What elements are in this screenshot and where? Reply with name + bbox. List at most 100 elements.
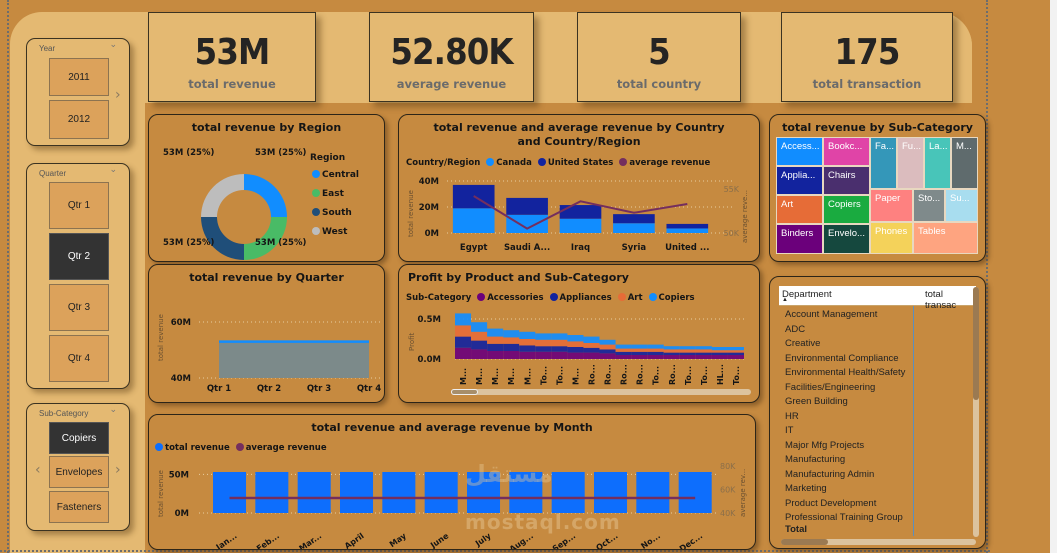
x-tick-label: M... <box>491 368 500 385</box>
legend-item-south[interactable]: South <box>312 208 352 218</box>
legend-item-appliances[interactable]: Appliances <box>547 293 612 303</box>
table-row[interactable]: Creative <box>785 338 821 349</box>
arrow-left-icon[interactable]: ‹ <box>35 462 41 478</box>
treemap-tile-copiers[interactable]: Copiers <box>823 195 870 224</box>
table-total-row: Total <box>785 524 807 535</box>
scrollbar-thumb[interactable] <box>451 389 478 395</box>
area-segment-accessories <box>679 355 696 359</box>
slicer-item-fasteners[interactable]: Fasteners <box>49 491 109 523</box>
scrollbar-thumb[interactable] <box>781 539 828 545</box>
chevron-down-icon[interactable]: ⌄ <box>109 165 117 175</box>
chevron-down-icon[interactable]: ⌄ <box>109 40 117 50</box>
legend-item-art[interactable]: Art <box>615 293 643 303</box>
x-tick-label: Ro... <box>636 364 645 385</box>
kpi-label: total revenue <box>188 77 276 91</box>
legend-item-average-revenue[interactable]: average revenue <box>233 443 327 453</box>
area-segment-appliances <box>599 349 616 354</box>
treemap-tile-la[interactable]: La... <box>924 137 951 189</box>
slicer-item-qtr2[interactable]: Qtr 2 <box>49 233 109 280</box>
horizontal-scrollbar[interactable] <box>781 539 976 545</box>
legend-item-west[interactable]: West <box>312 227 347 237</box>
x-tick-label: June <box>428 531 451 550</box>
kpi-total-revenue[interactable]: 53M total revenue <box>148 12 316 102</box>
legend-item-copiers[interactable]: Copiers <box>646 293 695 303</box>
legend-marker <box>617 293 626 301</box>
column-header-total-transaction[interactable]: total transac <box>925 289 957 311</box>
table-row[interactable]: Account Management <box>785 309 878 320</box>
legend-item-average-revenue[interactable]: average revenue <box>616 158 710 168</box>
treemap-tile-phones[interactable]: Phones <box>870 222 913 254</box>
slicer-item-copiers[interactable]: Copiers <box>49 422 109 454</box>
arrow-right-icon[interactable]: › <box>115 462 121 478</box>
x-tick-label: Iraq <box>571 243 590 253</box>
area-segment-accessories <box>599 353 616 359</box>
column-header-department[interactable]: Department <box>782 289 832 300</box>
kpi-average-revenue[interactable]: 52.80K average revenue <box>369 12 534 102</box>
chevron-down-icon[interactable]: ⌄ <box>109 405 117 415</box>
treemap-tile-binders[interactable]: Binders <box>776 224 823 254</box>
arrow-right-icon[interactable]: › <box>115 87 121 103</box>
area-segment-copiers <box>471 322 488 332</box>
y2-tick-label: 40K <box>720 509 736 518</box>
table-row[interactable]: Environmental Health/Safety <box>785 367 906 378</box>
table-row[interactable]: Manufacturing Admin <box>785 468 875 480</box>
table-row[interactable]: Major Mfg Projects <box>785 439 865 451</box>
legend-item-east[interactable]: East <box>312 189 344 199</box>
area-segment-accessories <box>567 352 584 359</box>
slicer-item-2011[interactable]: 2011 <box>49 58 109 96</box>
donut-slice-east <box>244 217 287 260</box>
y-tick-label: 0M <box>425 229 439 239</box>
x-tick-label: Mar... <box>297 531 323 550</box>
table-row[interactable]: Professional Training Group <box>785 512 903 523</box>
x-tick-label: Qtr 4 <box>357 384 381 394</box>
treemap-tile-bookc[interactable]: Bookc... <box>823 137 870 166</box>
scrollbar-thumb[interactable] <box>973 287 979 400</box>
vertical-scrollbar[interactable] <box>973 287 979 537</box>
slicer-item-qtr4[interactable]: Qtr 4 <box>49 335 109 382</box>
table-row[interactable]: Marketing <box>785 483 827 494</box>
slicer-item-qtr3[interactable]: Qtr 3 <box>49 284 109 331</box>
slicer-item-qtr1[interactable]: Qtr 1 <box>49 182 109 229</box>
legend-item-canada[interactable]: Canada <box>483 158 532 168</box>
treemap-tile-art[interactable]: Art <box>776 195 823 224</box>
slicer-item-envelopes[interactable]: Envelopes <box>49 456 109 488</box>
treemap-tile-envelo[interactable]: Envelo... <box>823 224 870 254</box>
treemap-tile-su[interactable]: Su... <box>945 189 978 222</box>
y-tick-label: 20M <box>419 203 439 213</box>
country-combo-chart: 0M 20M 40M 50K 55K Egypt Saudi A... Iraq Syria Un… <box>419 177 740 253</box>
bar-aug <box>509 472 543 513</box>
table-row[interactable]: Facilities/Engineering <box>785 381 876 393</box>
treemap-tile-appli[interactable]: Appliа... <box>776 166 823 195</box>
treemap-tile-fa[interactable]: Fa... <box>870 137 897 189</box>
area-segment-appliances <box>583 347 600 353</box>
sort-ascending-icon[interactable]: ▲ <box>782 297 788 303</box>
table-row[interactable]: ADC <box>785 323 806 335</box>
kpi-label: total country <box>616 77 702 91</box>
legend-item-united-states[interactable]: United States <box>535 158 613 168</box>
table-row[interactable]: IT <box>785 425 794 436</box>
area-segment-art <box>647 348 664 352</box>
treemap-tile-tables[interactable]: Tables <box>913 222 978 254</box>
treemap-tile-chairs[interactable]: Chairs <box>823 166 870 195</box>
treemap-tile-access[interactable]: Access... <box>776 137 823 166</box>
bar-canada-iraq <box>559 218 602 233</box>
slicer-item-2012[interactable]: 2012 <box>49 100 109 139</box>
table-row[interactable]: Green Building <box>785 396 848 407</box>
kpi-total-transaction[interactable]: 175 total transaction <box>781 12 953 102</box>
legend-item-total-revenue[interactable]: total revenue <box>155 443 230 453</box>
table-row[interactable]: HR <box>785 410 799 422</box>
treemap-tile-fu[interactable]: Fu... <box>897 137 924 189</box>
treemap-tile-paper[interactable]: Paper <box>870 189 913 222</box>
chart-title: total revenue by Region <box>191 121 342 134</box>
kpi-total-country[interactable]: 5 total country <box>577 12 741 102</box>
month-combo-chart: 0M 50M 40K 60K 80K Jan... Feb... Mar... April May… <box>169 462 736 550</box>
area-segment-appliances <box>727 352 744 355</box>
table-row[interactable]: Product Development <box>785 497 877 509</box>
legend-item-central[interactable]: Central <box>312 170 359 180</box>
treemap-tile-sto[interactable]: Sto... <box>913 189 945 222</box>
treemap-tile-m[interactable]: M... <box>951 137 978 189</box>
horizontal-scrollbar[interactable] <box>451 389 751 395</box>
table-row[interactable]: Manufacturing <box>785 454 846 465</box>
legend-item-accessories[interactable]: Accessories <box>474 293 544 303</box>
table-row[interactable]: Environmental Compliance <box>785 352 899 364</box>
